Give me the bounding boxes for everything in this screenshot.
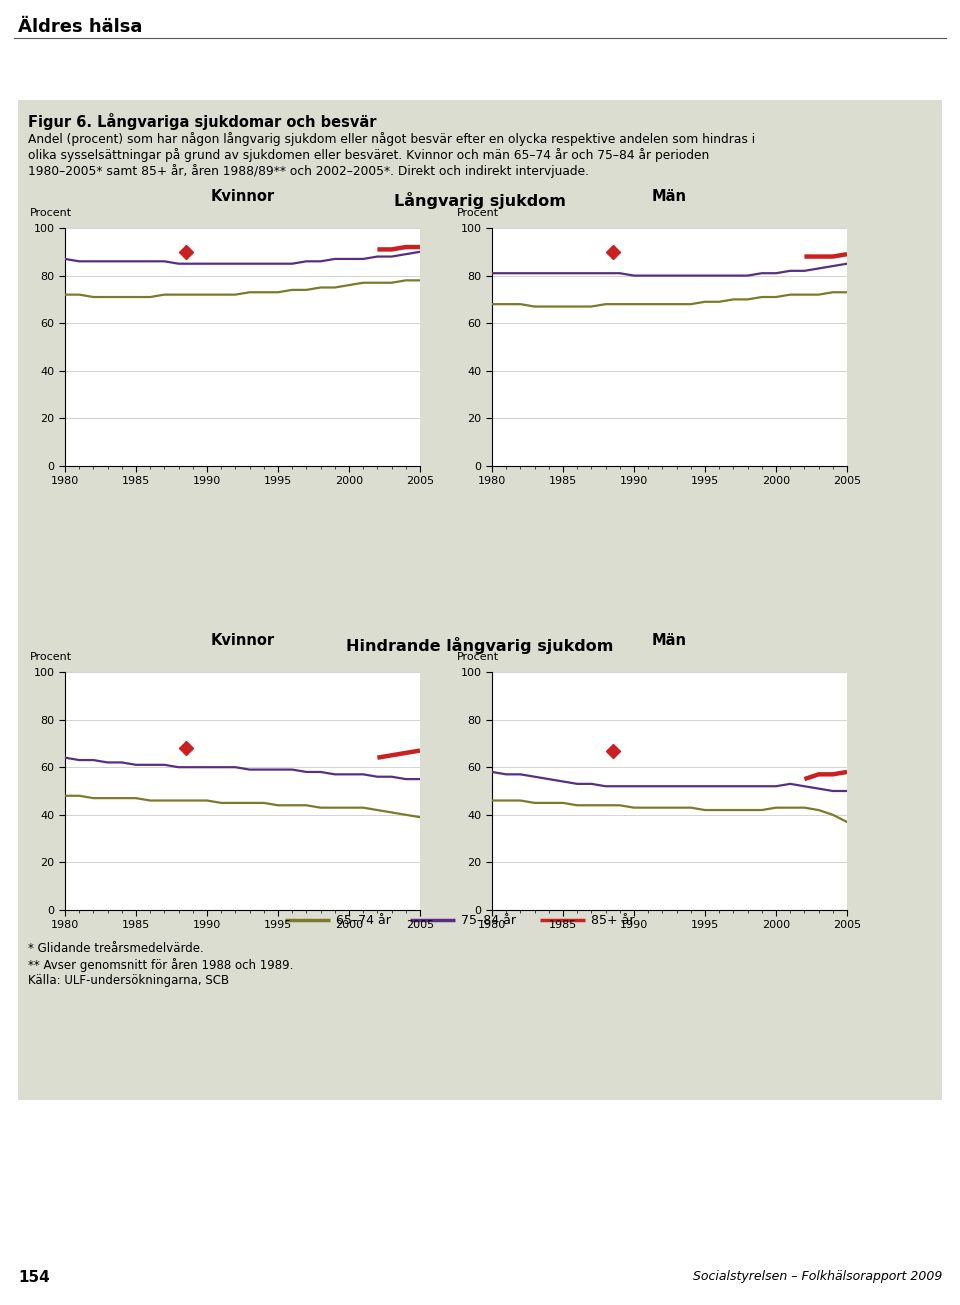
Text: Långvarig sjukdom: Långvarig sjukdom xyxy=(394,192,566,209)
Bar xyxy=(18,100,942,1100)
Text: Figur 6. Långvariga sjukdomar och besvär: Figur 6. Långvariga sjukdomar och besvär xyxy=(28,114,376,130)
Text: Socialstyrelsen – Folkhälsorapport 2009: Socialstyrelsen – Folkhälsorapport 2009 xyxy=(692,1270,942,1283)
Text: 75–84 år: 75–84 år xyxy=(461,913,516,927)
Text: Procent: Procent xyxy=(457,209,498,218)
Text: olika sysselsättningar på grund av sjukdomen eller besväret. Kvinnor och män 65–: olika sysselsättningar på grund av sjukd… xyxy=(28,147,709,162)
Text: 85+ år: 85+ år xyxy=(591,913,635,927)
Text: Hindrande långvarig sjukdom: Hindrande långvarig sjukdom xyxy=(347,637,613,654)
Text: * Glidande treårsmedelvärde.: * Glidande treårsmedelvärde. xyxy=(28,942,204,955)
Text: Procent: Procent xyxy=(30,209,72,218)
Text: 1980–2005* samt 85+ år, åren 1988/89** och 2002–2005*. Direkt och indirekt inter: 1980–2005* samt 85+ år, åren 1988/89** o… xyxy=(28,164,589,177)
Text: Andel (procent) som har någon långvarig sjukdom eller något besvär efter en olyc: Andel (procent) som har någon långvarig … xyxy=(28,132,756,146)
Text: ** Avser genomsnitt för åren 1988 och 1989.: ** Avser genomsnitt för åren 1988 och 19… xyxy=(28,958,294,972)
Text: Män: Män xyxy=(652,189,687,204)
Text: 65–74 år: 65–74 år xyxy=(336,913,391,927)
Text: Män: Män xyxy=(652,633,687,649)
Text: Källa: ULF-undersökningarna, SCB: Källa: ULF-undersökningarna, SCB xyxy=(28,974,229,987)
Text: Äldres hälsa: Äldres hälsa xyxy=(18,18,142,37)
Text: Kvinnor: Kvinnor xyxy=(210,633,275,649)
Text: Procent: Procent xyxy=(457,652,498,663)
Text: 154: 154 xyxy=(18,1270,50,1285)
Text: Procent: Procent xyxy=(30,652,72,663)
Text: Kvinnor: Kvinnor xyxy=(210,189,275,204)
